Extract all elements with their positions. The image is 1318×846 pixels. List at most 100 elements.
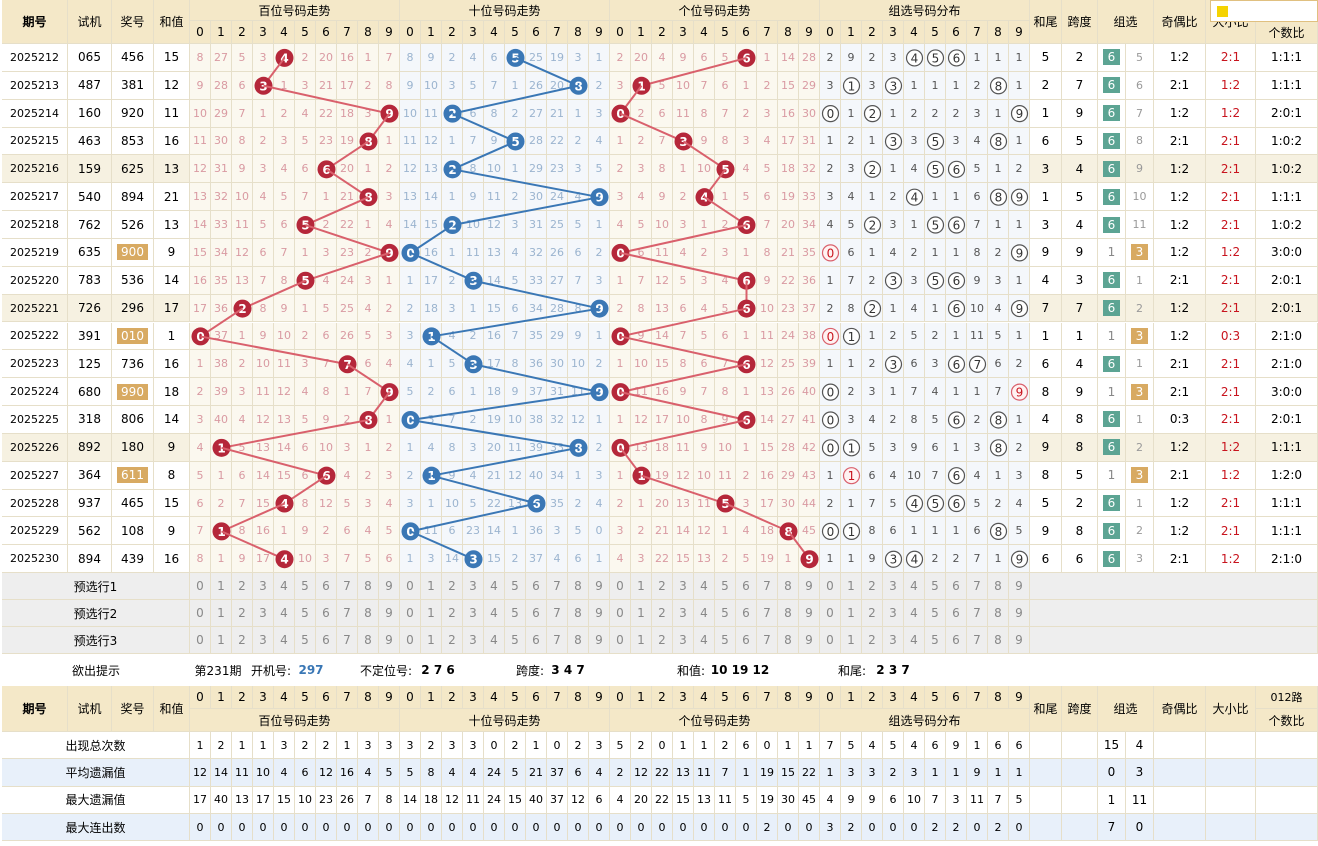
preselect-digit[interactable]: 6 [526,573,547,600]
preselect-digit[interactable]: 5 [925,573,946,600]
preselect-digit[interactable]: 7 [967,573,988,600]
preselect-digit[interactable]: 5 [505,627,526,654]
preselect-digit[interactable]: 5 [925,600,946,627]
preselect-digit[interactable]: 0 [400,627,421,654]
preselect-digit[interactable]: 2 [862,573,883,600]
preselect-digit[interactable]: 4 [904,573,925,600]
preselect-digit[interactable]: 3 [883,600,904,627]
preselect-digit[interactable]: 7 [547,627,568,654]
preselect-digit[interactable]: 3 [463,573,484,600]
preselect-digit[interactable]: 2 [862,627,883,654]
preselect-digit[interactable]: 2 [442,600,463,627]
preselect-digit[interactable]: 4 [484,627,505,654]
preselect-digit[interactable]: 2 [652,627,673,654]
preselect-digit[interactable]: 9 [379,627,400,654]
preselect-digit[interactable]: 9 [799,627,820,654]
preselect-digit[interactable]: 3 [883,627,904,654]
preselect-digit[interactable]: 1 [631,600,652,627]
preselect-digit[interactable]: 2 [442,627,463,654]
preselect-digit[interactable]: 1 [631,627,652,654]
preselect-digit[interactable]: 0 [190,627,211,654]
preselect-digit[interactable]: 5 [295,600,316,627]
preselect-digit[interactable]: 3 [253,573,274,600]
preselect-digit[interactable]: 6 [316,627,337,654]
preselect-digit[interactable]: 0 [820,573,841,600]
preselect-digit[interactable]: 9 [799,573,820,600]
preselect-digit[interactable]: 5 [505,600,526,627]
preselect-digit[interactable]: 4 [694,573,715,600]
logo[interactable] [1210,0,1318,22]
preselect-digit[interactable]: 4 [484,600,505,627]
preselect-digit[interactable]: 6 [946,600,967,627]
preselect-digit[interactable]: 4 [904,627,925,654]
preselect-digit[interactable]: 1 [421,600,442,627]
preselect-digit[interactable]: 2 [232,627,253,654]
preselect-digit[interactable]: 0 [820,627,841,654]
preselect-digit[interactable]: 9 [1009,627,1030,654]
preselect-digit[interactable]: 8 [568,600,589,627]
preselect-digit[interactable]: 7 [967,627,988,654]
preselect-digit[interactable]: 8 [568,627,589,654]
preselect-digit[interactable]: 6 [736,627,757,654]
preselect-digit[interactable]: 8 [778,600,799,627]
preselect-digit[interactable]: 7 [337,600,358,627]
preselect-digit[interactable]: 4 [484,573,505,600]
preselect-digit[interactable]: 3 [253,627,274,654]
preselect-digit[interactable]: 4 [694,627,715,654]
preselect-digit[interactable]: 8 [778,627,799,654]
preselect-digit[interactable]: 3 [673,600,694,627]
preselect-digit[interactable]: 9 [1009,573,1030,600]
preselect-digit[interactable]: 6 [946,627,967,654]
preselect-digit[interactable]: 6 [316,600,337,627]
preselect-digit[interactable]: 8 [358,600,379,627]
preselect-digit[interactable]: 2 [652,600,673,627]
preselect-digit[interactable]: 6 [946,573,967,600]
preselect-digit[interactable]: 5 [295,573,316,600]
preselect-digit[interactable]: 2 [652,573,673,600]
preselect-digit[interactable]: 7 [337,627,358,654]
preselect-digit[interactable]: 7 [757,573,778,600]
preselect-digit[interactable]: 1 [841,627,862,654]
preselect-digit[interactable]: 1 [421,627,442,654]
preselect-digit[interactable]: 8 [568,573,589,600]
preselect-digit[interactable]: 3 [463,600,484,627]
preselect-digit[interactable]: 1 [211,627,232,654]
preselect-digit[interactable]: 1 [421,573,442,600]
preselect-digit[interactable]: 3 [253,600,274,627]
preselect-digit[interactable]: 9 [589,627,610,654]
preselect-digit[interactable]: 4 [274,600,295,627]
preselect-digit[interactable]: 0 [400,600,421,627]
preselect-digit[interactable]: 0 [400,573,421,600]
preselect-digit[interactable]: 7 [967,600,988,627]
preselect-digit[interactable]: 6 [316,573,337,600]
preselect-digit[interactable]: 8 [988,627,1009,654]
preselect-digit[interactable]: 2 [862,600,883,627]
preselect-digit[interactable]: 5 [715,627,736,654]
preselect-digit[interactable]: 0 [190,600,211,627]
preselect-digit[interactable]: 4 [694,600,715,627]
preselect-digit[interactable]: 8 [358,627,379,654]
preselect-digit[interactable]: 1 [631,573,652,600]
preselect-digit[interactable]: 8 [988,600,1009,627]
preselect-digit[interactable]: 9 [379,600,400,627]
preselect-digit[interactable]: 9 [1009,600,1030,627]
preselect-digit[interactable]: 9 [379,573,400,600]
preselect-digit[interactable]: 8 [778,573,799,600]
preselect-digit[interactable]: 4 [274,627,295,654]
preselect-digit[interactable]: 5 [925,627,946,654]
preselect-digit[interactable]: 2 [232,573,253,600]
preselect-digit[interactable]: 7 [547,573,568,600]
preselect-digit[interactable]: 3 [673,573,694,600]
preselect-digit[interactable]: 6 [526,627,547,654]
preselect-digit[interactable]: 7 [757,600,778,627]
preselect-digit[interactable]: 9 [589,600,610,627]
preselect-digit[interactable]: 5 [715,600,736,627]
preselect-digit[interactable]: 9 [799,600,820,627]
preselect-digit[interactable]: 7 [337,573,358,600]
preselect-digit[interactable]: 7 [547,600,568,627]
preselect-digit[interactable]: 0 [190,573,211,600]
preselect-digit[interactable]: 3 [463,627,484,654]
preselect-digit[interactable]: 6 [736,600,757,627]
preselect-digit[interactable]: 2 [442,573,463,600]
preselect-digit[interactable]: 5 [715,573,736,600]
